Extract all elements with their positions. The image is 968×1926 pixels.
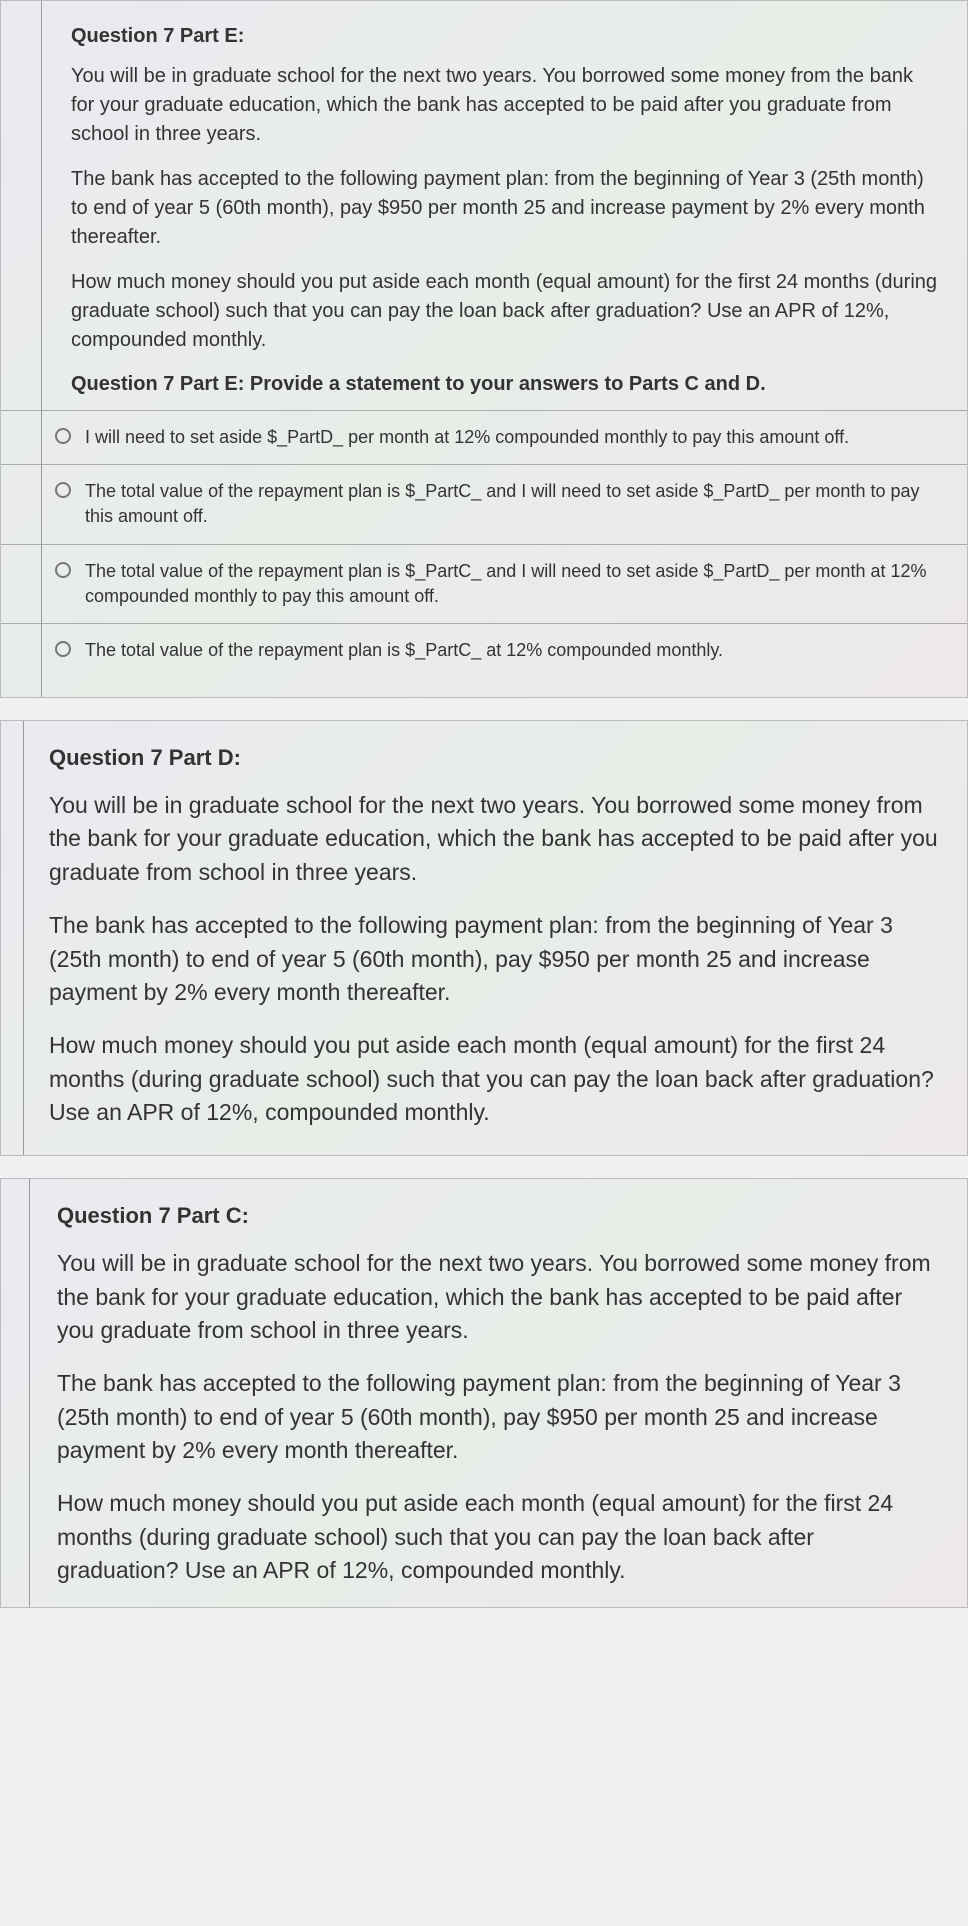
answer-option[interactable]: The total value of the repayment plan is… — [1, 465, 967, 544]
options-list: I will need to set aside $_PartD_ per mo… — [1, 410, 967, 677]
radio-icon[interactable] — [55, 641, 71, 657]
answer-option[interactable]: I will need to set aside $_PartD_ per mo… — [1, 411, 967, 465]
answer-option[interactable]: The total value of the repayment plan is… — [1, 545, 967, 624]
question-paragraph: The bank has accepted to the following p… — [57, 1367, 939, 1467]
question-paragraph: The bank has accepted to the following p… — [49, 909, 939, 1009]
question-paragraph: The bank has accepted to the following p… — [71, 165, 939, 252]
radio-icon[interactable] — [55, 428, 71, 444]
question-title: Question 7 Part E: — [71, 25, 939, 48]
question-paragraph: You will be in graduate school for the n… — [71, 62, 939, 149]
radio-icon[interactable] — [55, 562, 71, 578]
question-paragraph: How much money should you put aside each… — [49, 1029, 939, 1129]
option-text: The total value of the repayment plan is… — [85, 559, 943, 609]
vertical-rule — [41, 1, 42, 697]
vertical-rule — [23, 721, 24, 1155]
question-prompt: Question 7 Part E: Provide a statement t… — [71, 373, 939, 396]
question-paragraph: You will be in graduate school for the n… — [49, 789, 939, 889]
question-title: Question 7 Part D: — [49, 745, 939, 771]
question-paragraph: You will be in graduate school for the n… — [57, 1247, 939, 1347]
answer-option[interactable]: The total value of the repayment plan is… — [1, 624, 967, 677]
option-text: I will need to set aside $_PartD_ per mo… — [85, 425, 849, 450]
vertical-rule — [29, 1179, 30, 1607]
question-title: Question 7 Part C: — [57, 1203, 939, 1229]
radio-icon[interactable] — [55, 482, 71, 498]
question-panel-e: Question 7 Part E: You will be in gradua… — [0, 0, 968, 698]
question-paragraph: How much money should you put aside each… — [57, 1487, 939, 1587]
question-panel-d: Question 7 Part D: You will be in gradua… — [0, 720, 968, 1156]
option-text: The total value of the repayment plan is… — [85, 479, 943, 529]
option-text: The total value of the repayment plan is… — [85, 638, 723, 663]
question-panel-c: Question 7 Part C: You will be in gradua… — [0, 1178, 968, 1608]
question-paragraph: How much money should you put aside each… — [71, 268, 939, 355]
